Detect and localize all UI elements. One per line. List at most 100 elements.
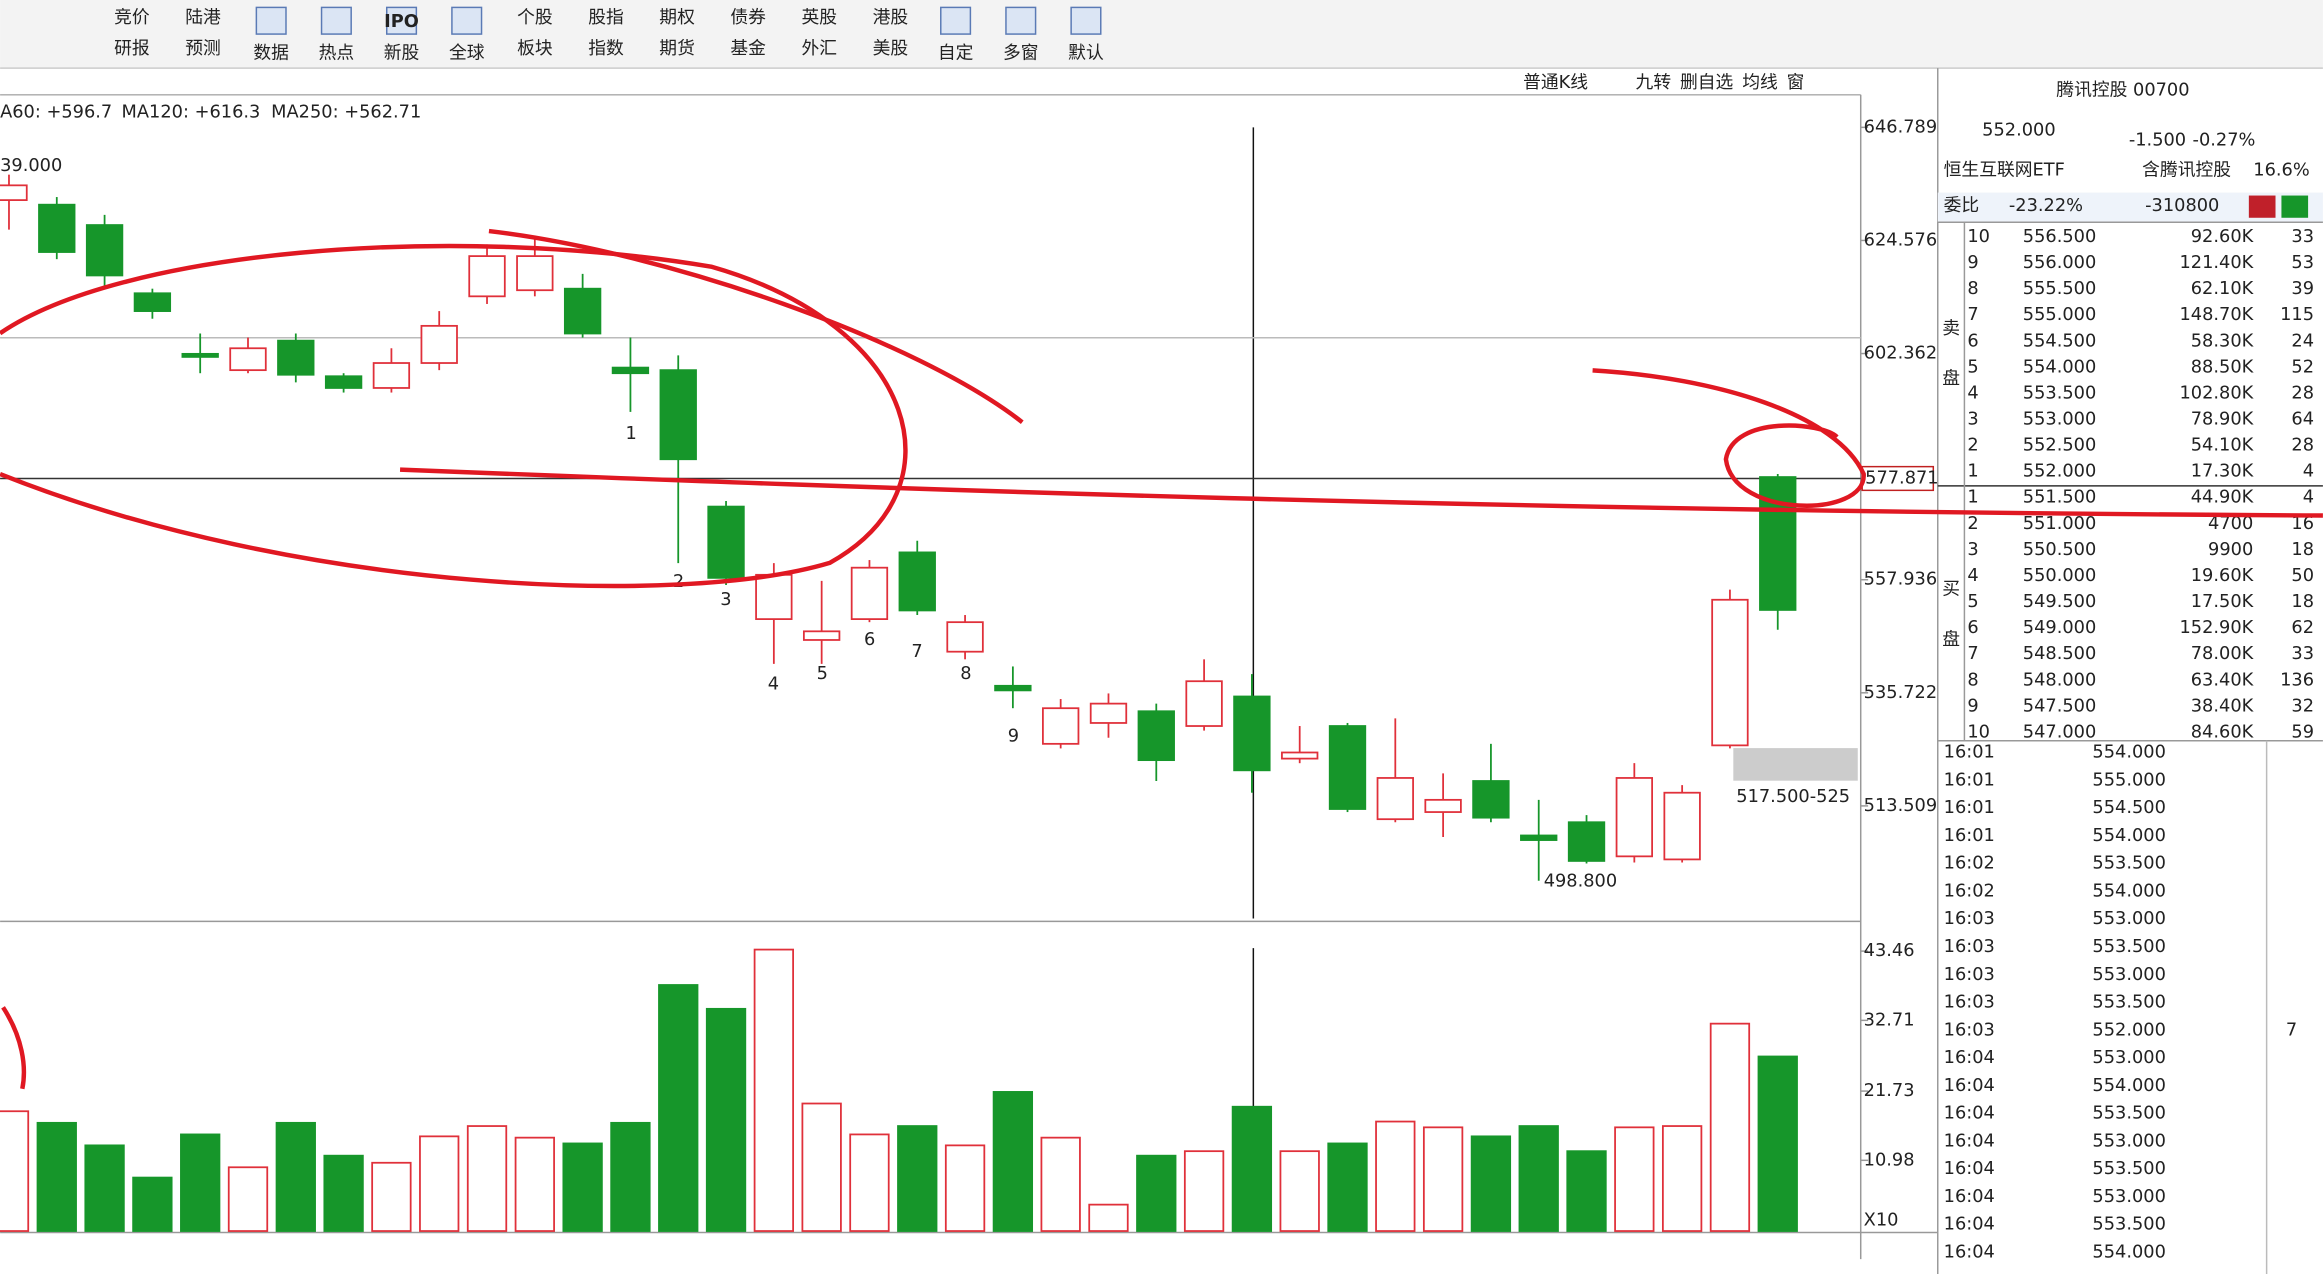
book-price: 553.500 xyxy=(2023,383,2096,403)
book-price: 551.000 xyxy=(2023,514,2096,534)
stroke xyxy=(0,243,908,589)
price: 552.000 xyxy=(1982,120,2055,140)
trade-price: 553.500 xyxy=(2092,993,2165,1013)
trade-price: 554.000 xyxy=(2092,826,2165,846)
book-count: 28 xyxy=(2291,436,2314,456)
count-label: 3 xyxy=(720,590,731,610)
volume-bar xyxy=(944,1144,986,1232)
market-tab: 指数 xyxy=(588,38,624,59)
volume-bar xyxy=(1375,1120,1416,1232)
tool-tab: 陆港 xyxy=(185,7,221,28)
book-count: 52 xyxy=(2291,357,2314,377)
trade-time: 16:03 xyxy=(1944,909,1995,929)
volume-bar xyxy=(466,1125,508,1232)
period-tab: 窗 xyxy=(1787,72,1805,93)
v-tick-label: 21.73 xyxy=(1864,1081,1915,1101)
market-tab: 英股 xyxy=(802,7,838,28)
sell-btn[interactable] xyxy=(2281,195,2309,218)
book-price: 551.500 xyxy=(2023,488,2096,508)
icon xyxy=(1070,6,1102,35)
book-count: 18 xyxy=(2291,592,2314,612)
level: 3 xyxy=(1967,540,1978,560)
period-tab: 均线 xyxy=(1742,72,1778,93)
book-count: 16 xyxy=(2291,514,2314,534)
trade-time: 16:04 xyxy=(1944,1048,1995,1068)
book-count: 62 xyxy=(2291,618,2314,638)
book-price: 547.000 xyxy=(2023,722,2096,742)
book-price: 548.500 xyxy=(2023,644,2096,664)
book-count: 4 xyxy=(2303,462,2314,482)
level: 8 xyxy=(1967,279,1978,299)
volume-bar xyxy=(1566,1150,1607,1232)
side-label: 盘 xyxy=(1942,368,1960,389)
market-tab: 个股 xyxy=(517,7,553,28)
trade-time: 16:04 xyxy=(1944,1131,1995,1151)
ratio: -23.22% xyxy=(2009,196,2083,216)
volume-bar xyxy=(419,1135,460,1232)
candle-body xyxy=(1376,777,1414,821)
icon xyxy=(451,6,483,35)
volume-bar xyxy=(1231,1105,1273,1232)
buy-btn[interactable] xyxy=(2248,195,2276,218)
side-label: 买 xyxy=(1942,580,1960,600)
stroke xyxy=(1,1006,27,1090)
book-price: 549.500 xyxy=(2023,592,2096,612)
candle-body xyxy=(563,287,602,335)
book-volume: 17.30K xyxy=(2191,462,2255,482)
trade-time: 16:02 xyxy=(1944,881,1995,901)
volume-bar xyxy=(801,1102,842,1232)
book-volume: 88.50K xyxy=(2191,357,2255,377)
trade-price: 554.000 xyxy=(2092,1243,2165,1263)
ma-label: A60: +596.7 xyxy=(0,103,112,123)
book-volume: 4700 xyxy=(2208,514,2253,534)
book-price: 555.000 xyxy=(2023,305,2096,325)
candle-body xyxy=(229,347,267,372)
volume-bar xyxy=(1757,1055,1798,1232)
icon xyxy=(320,6,352,35)
volume-bar xyxy=(180,1133,221,1232)
candle-body xyxy=(898,551,936,612)
book-price: 549.000 xyxy=(2023,618,2096,638)
level: 4 xyxy=(1967,383,1978,403)
tool-button: 数据 xyxy=(253,42,289,63)
v-tick-label: 32.71 xyxy=(1864,1010,1915,1030)
trade-price: 553.000 xyxy=(2092,1187,2165,1207)
volume-bar xyxy=(371,1161,412,1232)
y-tick-label: 557.936 xyxy=(1864,570,1937,590)
level: 8 xyxy=(1967,670,1978,690)
trade-time: 16:02 xyxy=(1944,854,1995,874)
market-tab: 美股 xyxy=(873,38,909,59)
candle-body xyxy=(1089,702,1128,724)
v-tick-label: 43.46 xyxy=(1864,941,1915,961)
trade-price: 553.500 xyxy=(2092,937,2165,957)
candle-body xyxy=(850,566,889,620)
ipo-icon: IPO xyxy=(384,12,419,32)
book-price: 550.500 xyxy=(2023,540,2096,560)
high-label: 39.000 xyxy=(0,156,62,176)
candle-body xyxy=(659,369,697,461)
side-label: 盘 xyxy=(1942,629,1960,650)
volume-bar xyxy=(323,1154,364,1232)
candle-body xyxy=(420,324,458,364)
trade-time: 16:04 xyxy=(1944,1159,1995,1179)
trade-price: 553.000 xyxy=(2092,965,2165,985)
level: 7 xyxy=(1967,305,1978,325)
book-count: 24 xyxy=(2291,331,2314,351)
candle-body xyxy=(1328,725,1367,810)
level: 7 xyxy=(1967,644,1978,664)
level: 4 xyxy=(1967,566,1978,586)
count-label: 9 xyxy=(1008,726,1019,746)
volume-bar xyxy=(0,1110,30,1232)
trade-time: 16:04 xyxy=(1944,1076,1995,1096)
level: 6 xyxy=(1967,331,1978,351)
trade-time: 16:04 xyxy=(1944,1243,1995,1263)
count-label: 8 xyxy=(960,664,971,684)
volume-bar xyxy=(1327,1142,1368,1232)
book-count: 59 xyxy=(2291,722,2314,742)
trade-time: 16:01 xyxy=(1944,743,1995,763)
market-tab: 期货 xyxy=(659,38,695,59)
tool-tab: 竞价 xyxy=(114,7,150,28)
book-count: 64 xyxy=(2291,410,2314,430)
book-price: 556.500 xyxy=(2023,227,2096,247)
book-volume: 78.00K xyxy=(2191,644,2255,664)
